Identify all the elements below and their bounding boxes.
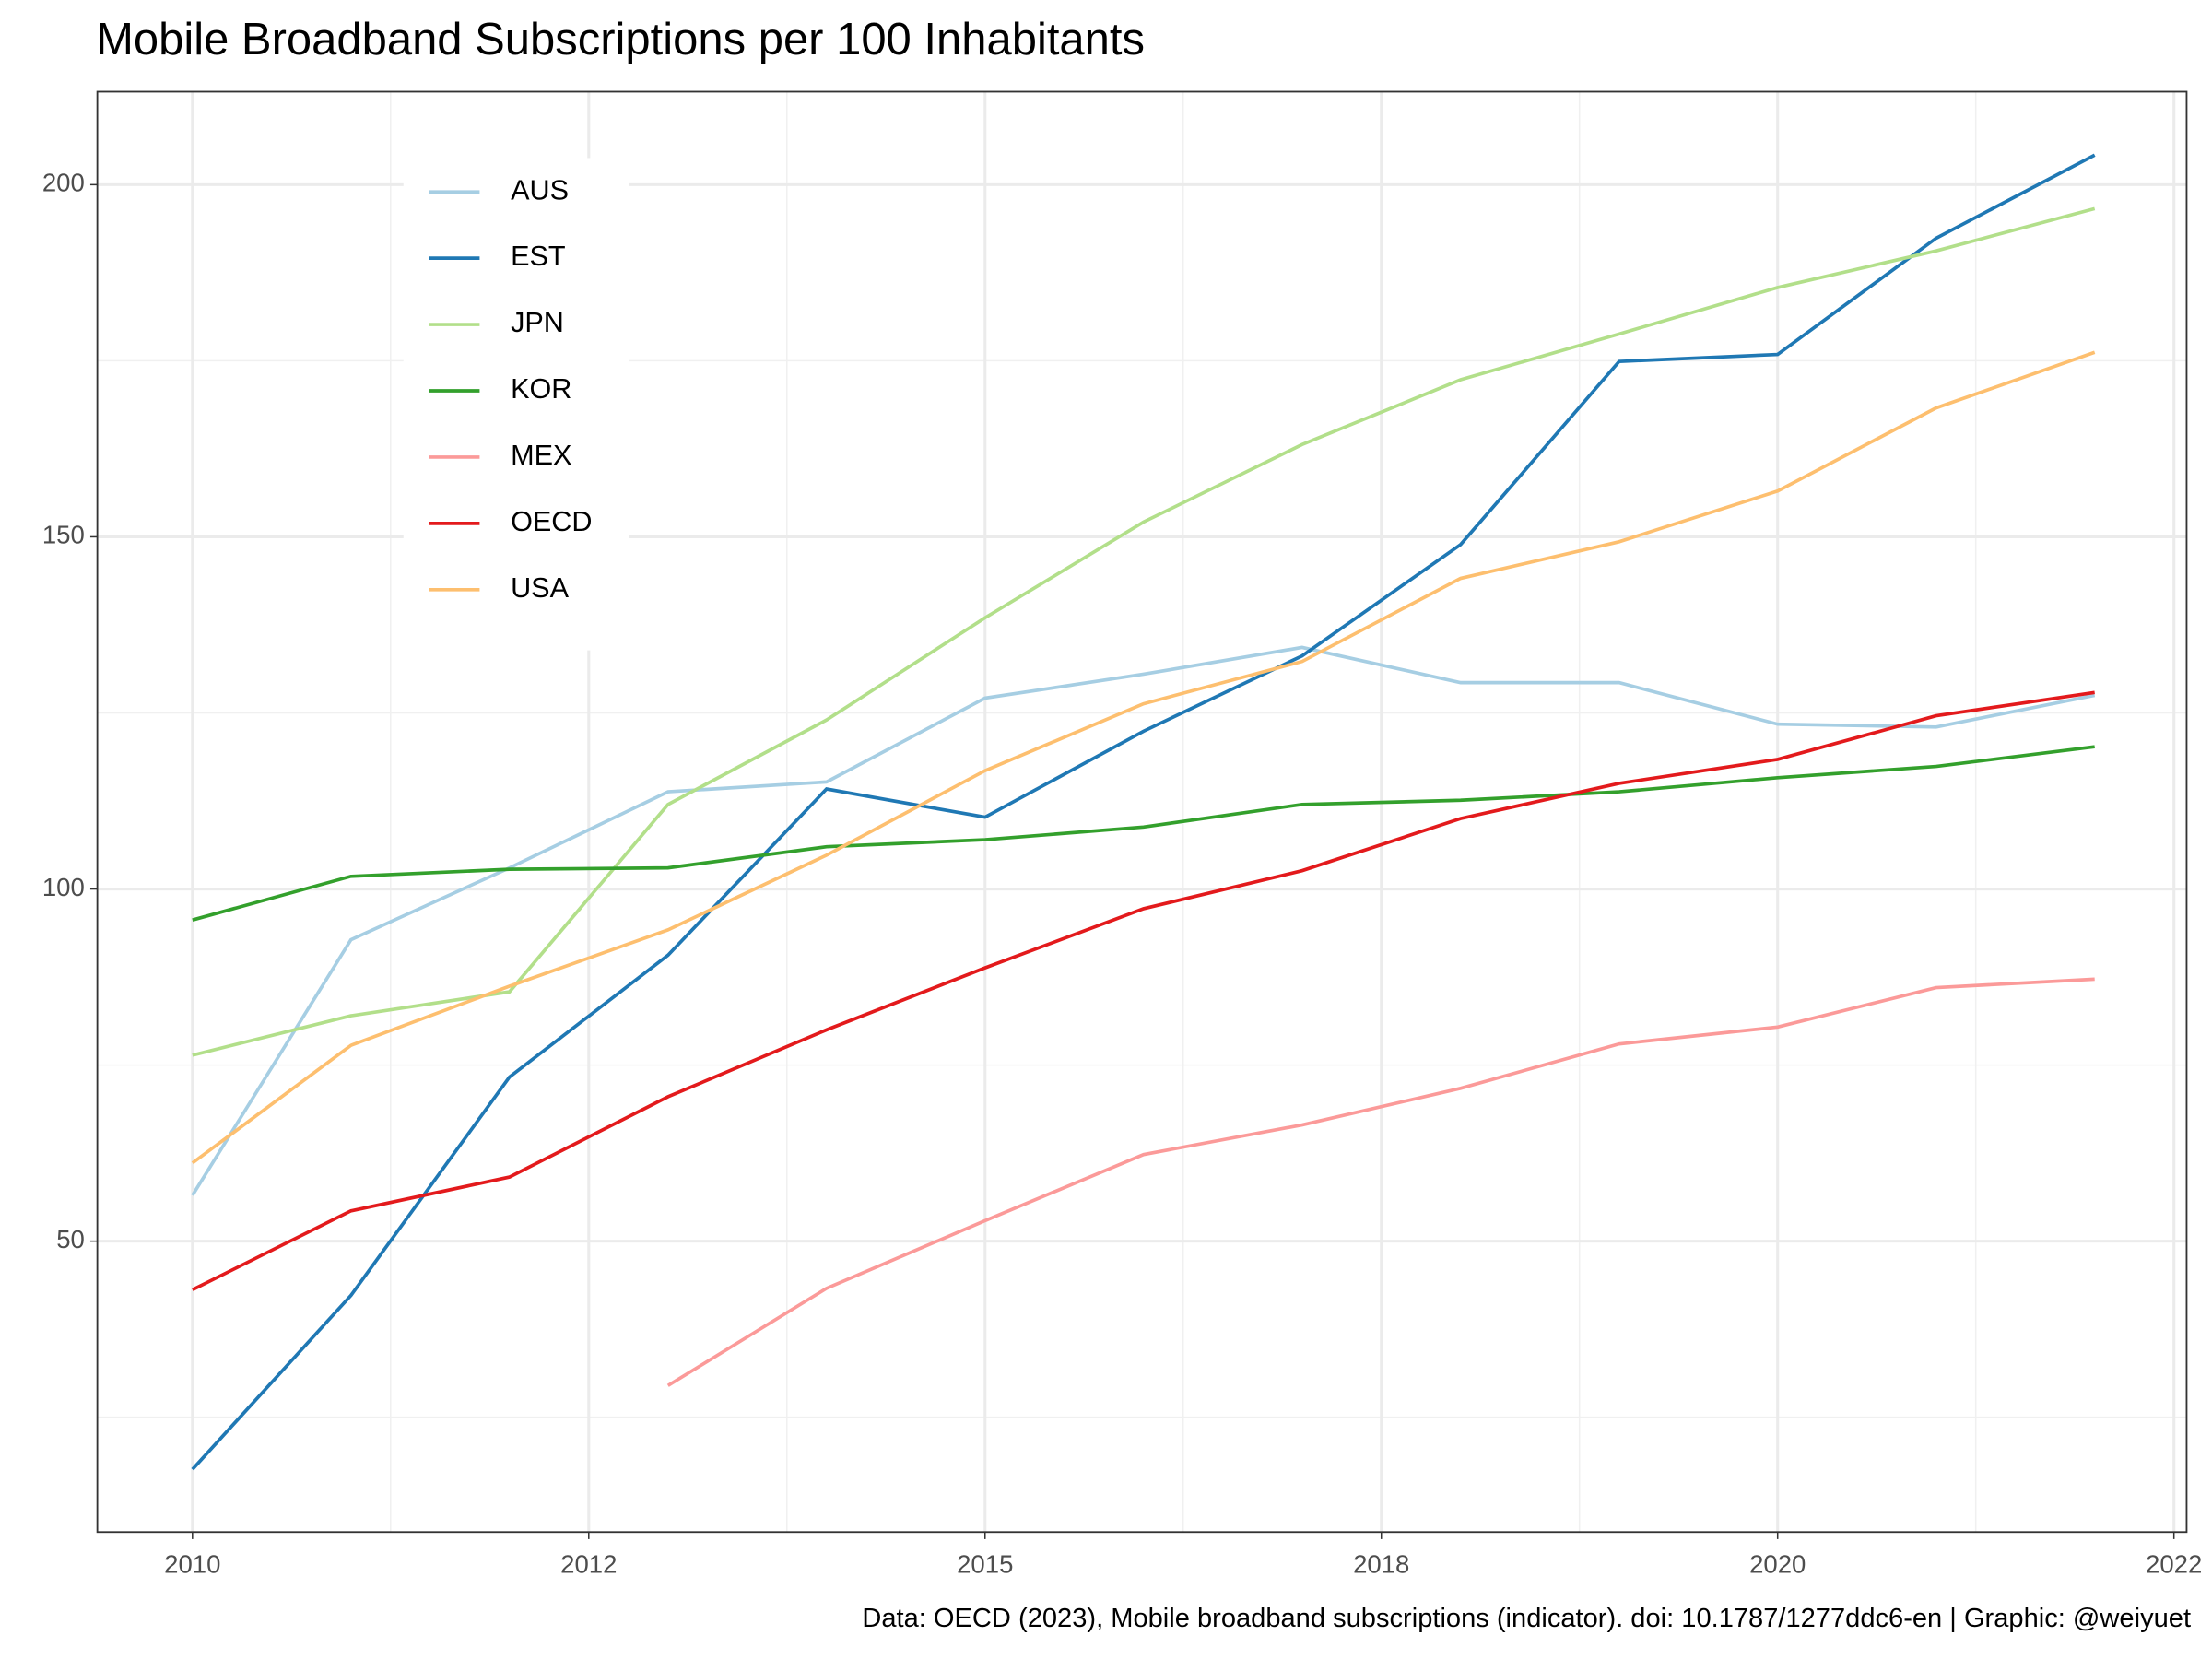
legend-label: MEX bbox=[511, 440, 571, 471]
caption: Data: OECD (2023), Mobile broadband subs… bbox=[862, 1604, 2191, 1633]
y-tick-label: 50 bbox=[56, 1225, 85, 1253]
legend-label: OECD bbox=[511, 506, 592, 537]
series-line bbox=[191, 690, 2095, 1292]
series-line bbox=[191, 153, 2096, 1471]
series-line bbox=[191, 350, 2096, 1165]
legend-label: JPN bbox=[511, 307, 564, 338]
y-tick-label: 100 bbox=[42, 873, 85, 901]
x-tick-label: 2020 bbox=[1749, 1549, 1806, 1578]
x-tick-label: 2018 bbox=[1353, 1549, 1409, 1578]
x-tick-label: 2010 bbox=[164, 1549, 220, 1578]
series-line bbox=[192, 745, 2095, 922]
panel-border bbox=[96, 90, 2188, 1534]
y-tick-label: 200 bbox=[42, 169, 85, 197]
legend-label: AUS bbox=[511, 174, 569, 206]
x-tick-label: 2015 bbox=[957, 1549, 1013, 1578]
chart-title: Mobile Broadband Subscriptions per 100 I… bbox=[96, 15, 1145, 65]
legend-label: USA bbox=[511, 572, 570, 604]
legend-label: KOR bbox=[511, 373, 571, 405]
series-line bbox=[192, 206, 2096, 1057]
series-line bbox=[666, 977, 2095, 1387]
legend: AUS EST JPN KOR MEX OECD USA bbox=[403, 158, 629, 651]
y-tick-label: 150 bbox=[42, 521, 85, 549]
x-tick-label: 2012 bbox=[560, 1549, 617, 1578]
legend-background bbox=[403, 158, 629, 651]
legend-label: EST bbox=[511, 241, 566, 272]
x-tick-label: 2022 bbox=[2146, 1549, 2202, 1578]
